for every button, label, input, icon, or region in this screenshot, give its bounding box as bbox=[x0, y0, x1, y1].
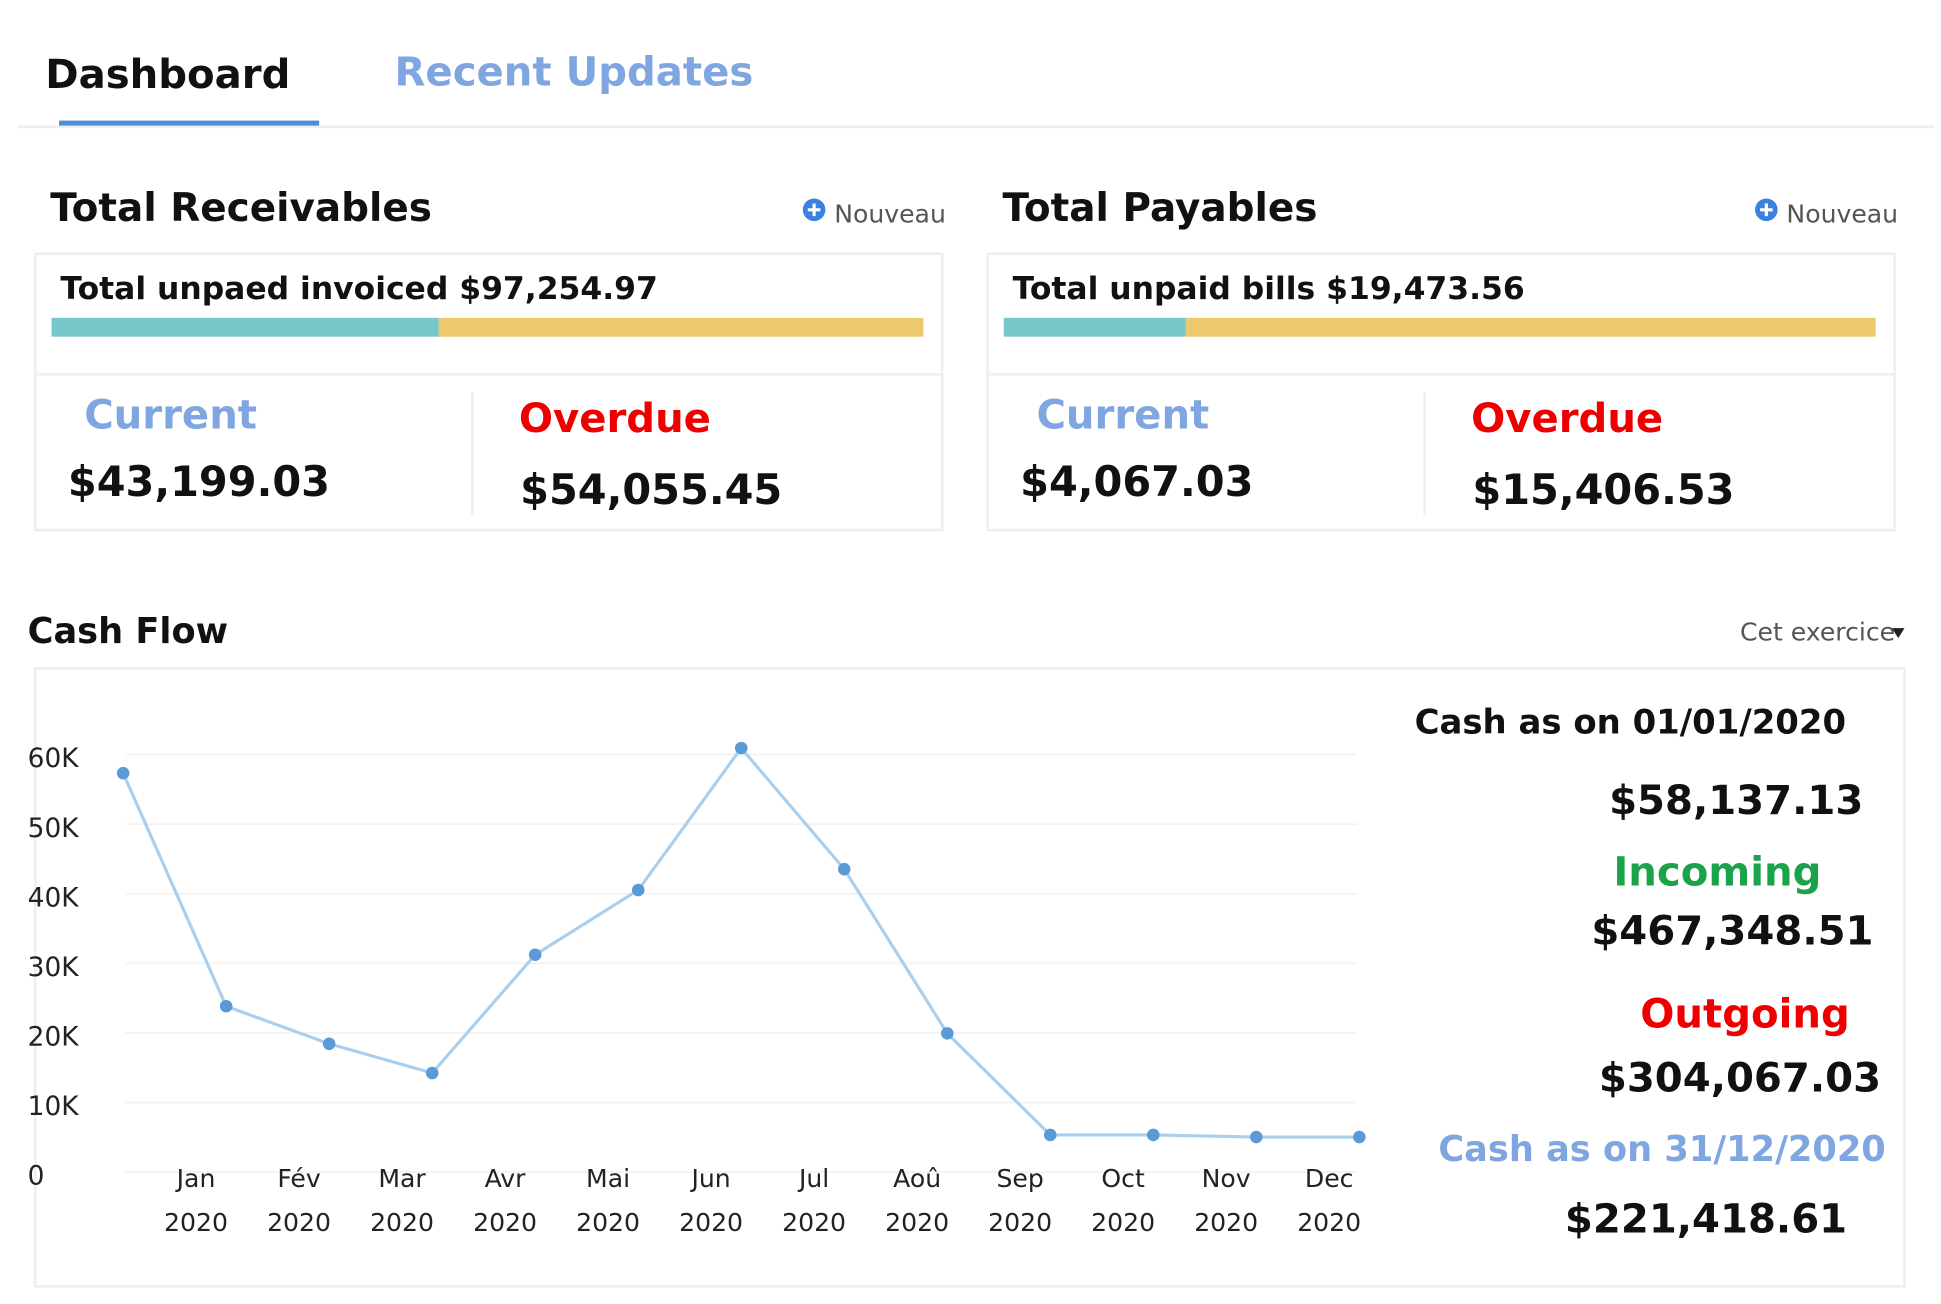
overdue-bar bbox=[438, 317, 924, 337]
point bbox=[631, 883, 645, 897]
x-tick-month: Dec bbox=[1305, 1164, 1354, 1193]
y-tick-label: 0 bbox=[28, 1162, 45, 1192]
summary: Total unpaid bills $19,473.56 bbox=[1013, 271, 1525, 307]
add-button[interactable]: Nouveau bbox=[1786, 199, 1898, 228]
x-tick-month: Nov bbox=[1202, 1164, 1251, 1193]
y-tick-label: 40K bbox=[28, 883, 80, 913]
incoming-value: $467,348.51 bbox=[1591, 909, 1873, 955]
y-tick-label: 20K bbox=[28, 1023, 80, 1053]
add-icon-plus bbox=[1760, 203, 1773, 217]
card-title: Total Receivables bbox=[50, 186, 432, 231]
x-tick-year: 2020 bbox=[1194, 1208, 1258, 1237]
dropdown-arrow[interactable] bbox=[1891, 628, 1905, 639]
x-tick-year: 2020 bbox=[576, 1208, 640, 1237]
point bbox=[837, 862, 851, 876]
cards: Total Receivables Nouveau Total unpaed inv… bbox=[33, 186, 1898, 532]
point bbox=[1043, 1128, 1057, 1142]
x-tick-month: Aoû bbox=[893, 1164, 941, 1193]
y-tick-label: 60K bbox=[28, 744, 80, 774]
x-tick-year: 2020 bbox=[370, 1208, 434, 1237]
current-value: $4,067.03 bbox=[1020, 458, 1253, 506]
x-tick-month: Fév bbox=[277, 1164, 321, 1193]
end-value: $221,418.61 bbox=[1565, 1196, 1847, 1242]
plot: 0 10K 20K 30K 40K 50K 60K Jan 2020 Fév 2020 Mar 2020… bbox=[28, 741, 1366, 1237]
point bbox=[1147, 1128, 1160, 1142]
x-tick-year: 2020 bbox=[988, 1208, 1052, 1237]
x-tick-year: 2020 bbox=[885, 1208, 949, 1237]
x-tick-year: 2020 bbox=[267, 1208, 331, 1237]
x-tick-month: Jun bbox=[689, 1164, 730, 1193]
point bbox=[528, 948, 542, 962]
point bbox=[940, 1027, 954, 1040]
x-tick-month: Jul bbox=[797, 1164, 829, 1193]
x-tick-year: 2020 bbox=[473, 1208, 537, 1237]
current-bar bbox=[51, 317, 439, 337]
card-title: Total Payables bbox=[1003, 186, 1318, 231]
x-tick-year: 2020 bbox=[1297, 1208, 1361, 1237]
x-tick-month: Oct bbox=[1101, 1164, 1145, 1193]
y-tick-label: 50K bbox=[28, 814, 80, 844]
tab-dashboard[interactable]: Dashboard bbox=[45, 52, 290, 98]
end-label: Cash as on 31/12/2020 bbox=[1438, 1129, 1885, 1170]
x-tick-month: Mai bbox=[586, 1164, 630, 1193]
x-tick-year: 2020 bbox=[782, 1208, 846, 1237]
x-tick-month: Mar bbox=[378, 1164, 426, 1193]
chart-title: Cash Flow bbox=[28, 611, 228, 652]
x-tick-year: 2020 bbox=[679, 1208, 743, 1237]
point bbox=[116, 766, 130, 780]
x-tick-month: Avr bbox=[485, 1164, 527, 1193]
y-tick-label: 30K bbox=[28, 953, 80, 983]
period-selector[interactable]: Cet exercice bbox=[1740, 618, 1895, 647]
current-value: $43,199.03 bbox=[68, 458, 330, 506]
overdue-label: Overdue bbox=[1471, 396, 1663, 442]
chart-frame bbox=[33, 667, 1906, 1288]
overdue-value: $15,406.53 bbox=[1472, 466, 1734, 514]
point bbox=[734, 741, 748, 755]
start-value: $58,137.13 bbox=[1609, 778, 1863, 824]
x-tick-year: 2020 bbox=[1091, 1208, 1155, 1237]
overdue-label: Overdue bbox=[519, 396, 711, 442]
x-tick-month: Sep bbox=[996, 1164, 1043, 1193]
tab-indicator bbox=[59, 120, 320, 126]
current-label: Current bbox=[84, 392, 257, 438]
tab-recent-updates[interactable]: Recent Updates bbox=[395, 49, 754, 95]
point bbox=[1250, 1130, 1263, 1144]
line bbox=[121, 745, 1360, 1139]
card-frame bbox=[986, 252, 1896, 532]
point bbox=[219, 999, 233, 1013]
point bbox=[425, 1066, 439, 1080]
point bbox=[322, 1037, 336, 1051]
add-button[interactable]: Nouveau bbox=[834, 199, 946, 228]
start-label: Cash as on 01/01/2020 bbox=[1415, 703, 1847, 742]
outgoing-label: Outgoing bbox=[1640, 992, 1850, 1038]
overdue-bar bbox=[1185, 317, 1876, 337]
outgoing-value: $304,067.03 bbox=[1599, 1056, 1881, 1102]
x-tick-month: Jan bbox=[175, 1164, 216, 1193]
add-icon-plus bbox=[807, 203, 821, 217]
x-tick-year: 2020 bbox=[164, 1208, 228, 1237]
y-tick-label: 10K bbox=[28, 1092, 80, 1122]
cash-panel: Cash as on 01/01/2020 $58,137.13 Incoming $… bbox=[1415, 703, 1886, 1243]
summary: Total unpaed invoiced $97,254.97 bbox=[60, 271, 658, 307]
current-label: Current bbox=[1036, 392, 1209, 438]
current-bar bbox=[1003, 317, 1186, 337]
incoming-label: Incoming bbox=[1613, 850, 1821, 896]
overdue-value: $54,055.45 bbox=[520, 466, 782, 514]
point bbox=[1353, 1130, 1366, 1144]
card-frame bbox=[33, 252, 944, 532]
